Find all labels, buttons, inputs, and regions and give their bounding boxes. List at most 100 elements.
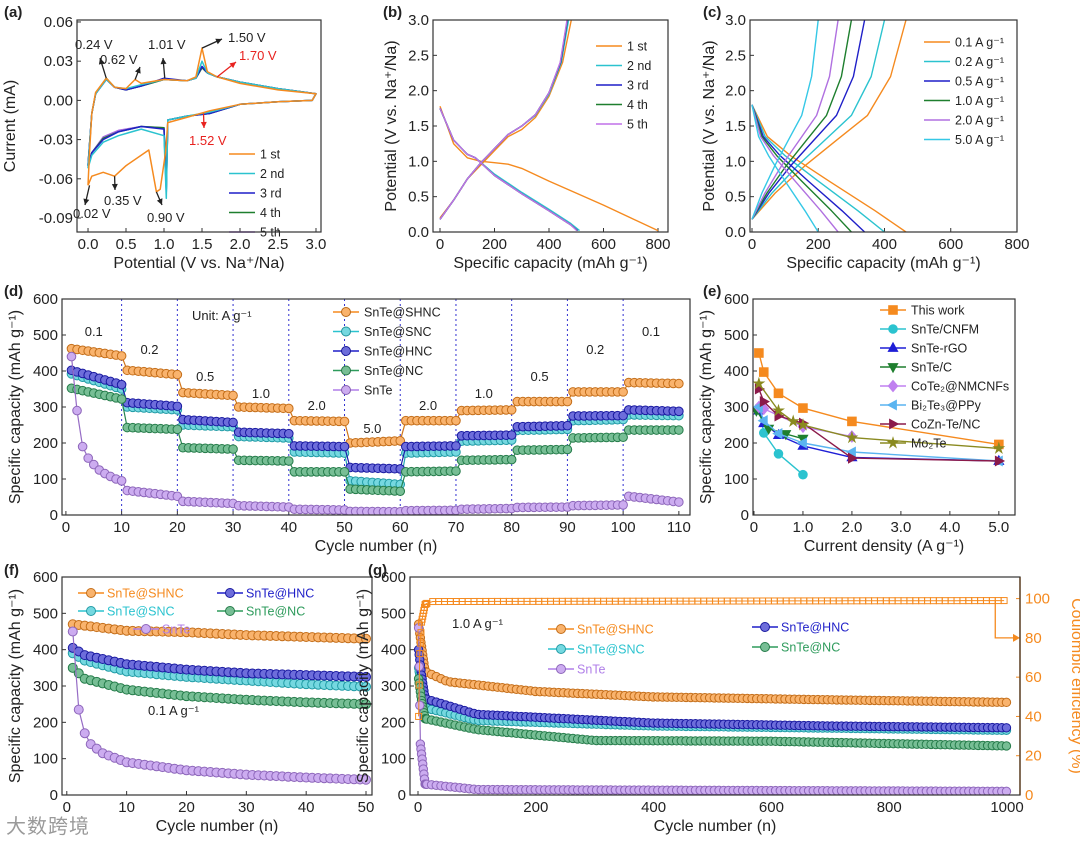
data-point (284, 457, 293, 466)
rate-label: 1.0 (475, 386, 493, 401)
annotation-label: 0.62 V (100, 52, 138, 67)
y-tick-label: 300 (33, 399, 58, 416)
x-tick-label: 200 (523, 799, 548, 816)
legend-label: SnTe@SHNC (364, 306, 441, 320)
x-tick-label: 80 (503, 519, 520, 536)
legend-label: This work (911, 304, 965, 318)
plot-area (414, 598, 1010, 796)
legend-label: SnTe/CNFM (911, 323, 979, 337)
data-point (173, 370, 182, 379)
data-point (173, 402, 182, 411)
legend-marker (342, 366, 351, 375)
discharge-curve (440, 108, 577, 230)
annotation-label: 1.50 V (228, 30, 266, 45)
data-point (117, 395, 126, 404)
legend-marker (557, 625, 566, 634)
arrowhead-icon (83, 198, 89, 205)
y-axis-title: Specific capacity (mAh g⁻¹) (7, 310, 24, 504)
legend-label: SnTe (577, 663, 606, 677)
rate-label: 0.1 A g⁻¹ (148, 703, 200, 718)
y-tick-label: 0.0 (725, 224, 746, 241)
x-tick-label: 20 (169, 519, 186, 536)
y-tick-label: 0.00 (44, 92, 73, 109)
legend-label: 1 st (627, 40, 648, 54)
x-tick-label: 400 (536, 236, 561, 253)
data-point (563, 445, 572, 454)
y-axis-title: Specific capacity (mAh g⁻¹) (355, 589, 372, 783)
data-point (67, 352, 76, 361)
x-tick-label: 0 (436, 236, 444, 253)
data-point (340, 417, 349, 426)
y-tick-label: 100 (381, 751, 406, 768)
legend-marker (87, 607, 96, 616)
data-point (416, 701, 424, 709)
annotation-label: 1.01 V (148, 37, 186, 52)
y2-tick-label: 0 (1025, 787, 1033, 804)
legend-label: SnTe@SHNC (577, 623, 654, 637)
legend-label: 0.2 A g⁻¹ (955, 55, 1004, 69)
rate-label: 0.5 (196, 369, 214, 384)
series-line (759, 407, 999, 461)
x-tick-label: 1.0 (793, 519, 814, 536)
data-point (799, 404, 808, 413)
x-tick-label: 60 (392, 519, 409, 536)
x-tick-label: 50 (336, 519, 353, 536)
y-tick-label: 500 (381, 605, 406, 622)
x-tick-label: 400 (872, 236, 897, 253)
y-tick-label: 400 (724, 363, 749, 380)
y-tick-label: 100 (33, 471, 58, 488)
x-axis-title: Current density (A g⁻¹) (804, 538, 965, 555)
watermark: 大数跨境 (6, 814, 90, 838)
y-tick-label: 2.5 (408, 47, 429, 64)
y-tick-label: -0.03 (39, 132, 73, 149)
x-tick-label: 200 (482, 236, 507, 253)
legend-marker (342, 386, 351, 395)
y-tick-label: 0.5 (408, 189, 429, 206)
y2-tick-label: 40 (1025, 708, 1042, 725)
legend-label: Bi₂Te₃@PPy (911, 399, 982, 413)
y2-tick-label: 100 (1025, 591, 1050, 608)
legend-label: SnTe (162, 623, 191, 637)
rate-label: 0.5 (531, 369, 549, 384)
y-tick-label: 300 (724, 399, 749, 416)
y-tick-label: 0 (741, 507, 749, 524)
legend-label: 3 rd (260, 187, 282, 201)
x-tick-label: 20 (178, 799, 195, 816)
x-tick-label: 600 (591, 236, 616, 253)
x-tick-label: 400 (641, 799, 666, 816)
data-point (229, 391, 238, 400)
x-tick-label: 800 (645, 236, 670, 253)
data-point (74, 705, 83, 714)
discharge-curve (752, 105, 865, 232)
y-tick-label: 600 (381, 569, 406, 586)
x-axis-title: Potential (V vs. Na⁺/Na) (113, 255, 284, 272)
y-tick-label: 2.0 (408, 83, 429, 100)
x-tick-label: 0 (748, 236, 756, 253)
y-tick-label: 400 (33, 642, 58, 659)
legend-label: SnTe@HNC (364, 345, 432, 359)
legend-marker (342, 308, 351, 317)
legend-label: SnTe@SHNC (107, 587, 184, 601)
y-tick-label: 400 (381, 642, 406, 659)
plot-area (440, 20, 658, 231)
data-point (774, 389, 783, 398)
y-tick-label: 0.03 (44, 53, 73, 70)
discharge-curve (752, 105, 885, 232)
x-tick-label: 4.0 (939, 519, 960, 536)
y-tick-label: 200 (381, 714, 406, 731)
legend-label: SnTe@HNC (246, 587, 314, 601)
y-tick-label: 2.0 (725, 83, 746, 100)
data-point (619, 501, 628, 510)
y-tick-label: 3.0 (408, 12, 429, 29)
y-axis-title: Specific capacity (mAh g⁻¹) (7, 589, 24, 783)
charge-curve (440, 20, 567, 219)
panel-label: (c) (703, 4, 721, 21)
y-tick-label: 2.5 (725, 47, 746, 64)
legend-label: 5 th (627, 118, 648, 132)
data-point (799, 470, 808, 479)
